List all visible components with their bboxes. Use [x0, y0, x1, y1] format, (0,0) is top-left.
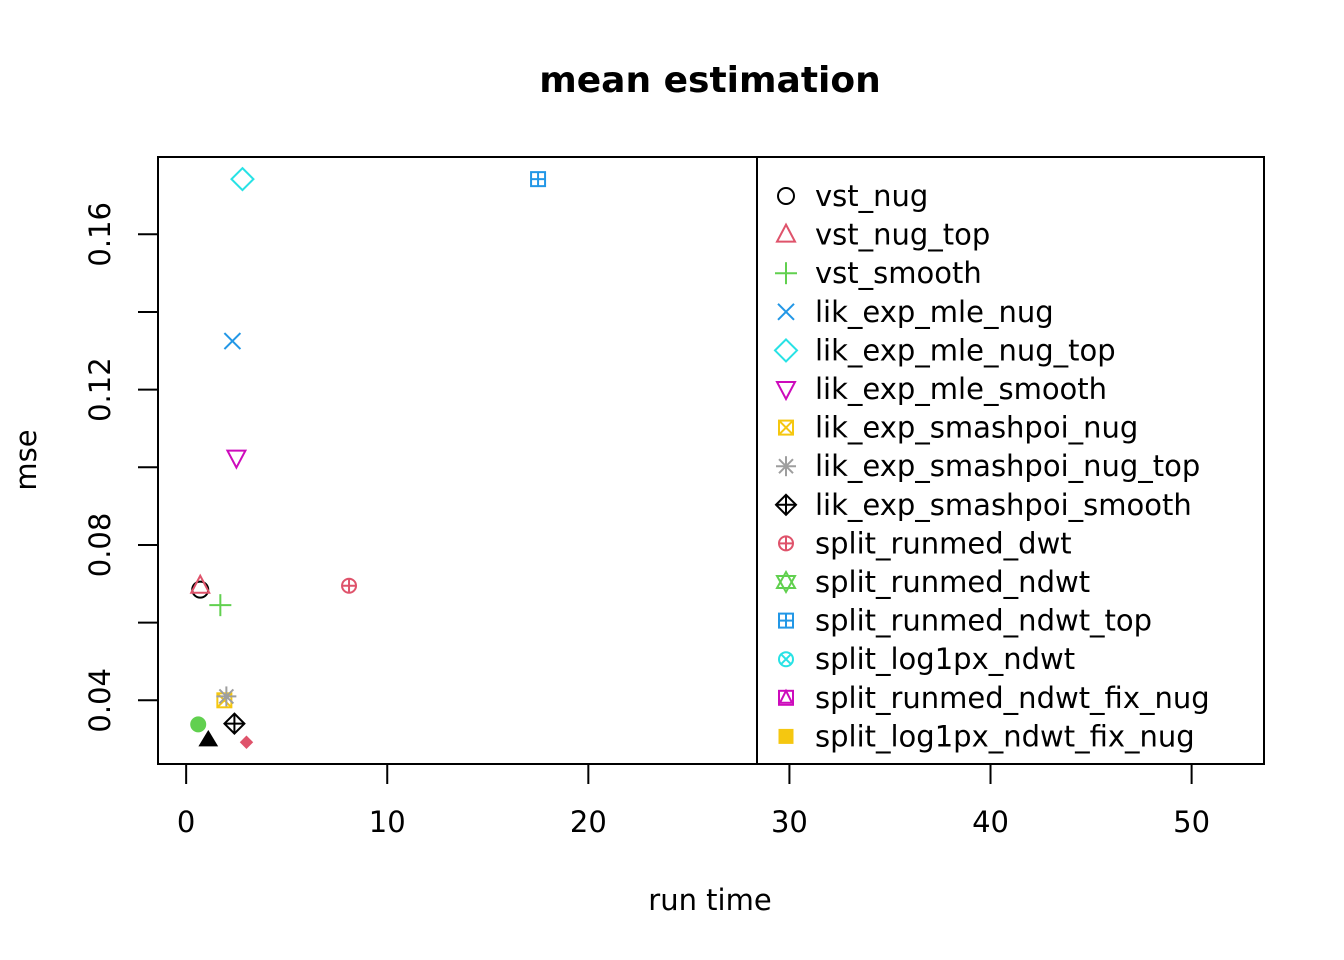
legend-label: split_log1px_ndwt	[815, 642, 1075, 676]
legend-marker	[777, 187, 795, 205]
legend-label: vst_nug_top	[815, 218, 990, 252]
legend-label: lik_exp_mle_smooth	[815, 372, 1107, 406]
legend-marker	[773, 337, 799, 363]
legend-marker	[778, 419, 794, 436]
legend-label: split_runmed_ndwt	[815, 565, 1090, 599]
legend-marker	[778, 688, 794, 706]
legend-item: split_runmed_ndwt	[775, 565, 1090, 599]
x-tick-label: 10	[369, 805, 406, 839]
data-point-lik-exp-smashpoi-nug-top	[216, 686, 237, 707]
legend-item: lik_exp_mle_smooth	[775, 372, 1107, 406]
data-point-lik-exp-mle-nug-top	[230, 166, 255, 192]
legend-marker	[778, 651, 794, 668]
x-tick-label: 20	[570, 805, 607, 839]
legend-marker	[774, 493, 798, 517]
legend-marker	[775, 569, 797, 595]
x-tick-label: 50	[1173, 805, 1210, 839]
legend-item: lik_exp_smashpoi_smooth	[774, 488, 1192, 522]
data-point-lik-exp-mle-nug	[223, 332, 242, 350]
legend-item: split_runmed_ndwt_top	[778, 604, 1152, 638]
legend-label: split_runmed_ndwt_top	[815, 604, 1152, 638]
x-tick-label: 40	[972, 805, 1009, 839]
legend-label: split_log1px_ndwt_fix_nug	[815, 719, 1195, 753]
y-tick-label: 0.04	[83, 668, 117, 733]
data-point-split-runmed-dwt	[341, 577, 358, 594]
legend-label: vst_smooth	[815, 256, 982, 290]
data-point	[198, 729, 219, 747]
legend-marker	[776, 456, 796, 477]
legend-label: lik_exp_mle_nug_top	[815, 333, 1116, 367]
data-point-lik-exp-smashpoi-smooth	[223, 712, 246, 736]
legend-item: lik_exp_mle_nug_top	[773, 333, 1116, 367]
data-point-vst-smooth	[209, 594, 232, 617]
legend-marker	[777, 303, 795, 321]
legend-item: vst_nug_top	[775, 218, 990, 252]
legend-marker	[775, 262, 797, 285]
data-point-split-runmed-ndwt-top	[530, 171, 547, 188]
legend-label: split_runmed_ndwt_fix_nug	[815, 681, 1210, 715]
y-axis-label: mse	[9, 429, 43, 490]
legend-label: lik_exp_mle_nug	[815, 295, 1054, 329]
legend-label: lik_exp_smashpoi_nug	[815, 411, 1138, 445]
legend-label: lik_exp_smashpoi_nug_top	[815, 449, 1200, 483]
legend-item: split_log1px_ndwt_fix_nug	[778, 719, 1195, 753]
legend-item: vst_smooth	[775, 256, 982, 290]
chart-title: mean estimation	[539, 60, 881, 101]
legend-marker	[775, 381, 797, 402]
data-points	[189, 166, 547, 749]
legend-item: vst_nug	[777, 179, 928, 213]
y-tick-label: 0.12	[83, 357, 117, 422]
legend-marker	[778, 612, 794, 629]
legend-item: lik_exp_smashpoi_nug	[778, 411, 1138, 445]
legend-item: lik_exp_mle_nug	[777, 295, 1054, 329]
data-point-vst-nug-top	[189, 573, 211, 594]
x-tick-label: 30	[771, 805, 808, 839]
y-tick-label: 0.08	[83, 513, 117, 578]
legend-marker	[778, 535, 794, 552]
legend-label: split_runmed_dwt	[815, 526, 1072, 560]
legend-marker	[775, 222, 797, 243]
data-point	[239, 735, 254, 749]
legend-item: lik_exp_smashpoi_nug_top	[776, 449, 1200, 483]
legend-label: vst_nug	[815, 179, 928, 213]
y-tick-label: 0.16	[83, 202, 117, 267]
data-point	[190, 716, 207, 733]
x-tick-label: 0	[177, 805, 195, 839]
legend-box	[756, 156, 1265, 765]
x-axis-label: run time	[648, 883, 771, 917]
legend-label: lik_exp_smashpoi_smooth	[815, 488, 1192, 522]
legend-item: split_log1px_ndwt	[778, 642, 1075, 676]
legend-item: split_runmed_ndwt_fix_nug	[778, 681, 1210, 715]
legend-marker	[778, 728, 794, 744]
legend: vst_nug vst_nug_top vst_smooth lik_exp_mle_…	[756, 156, 1265, 765]
data-point-lik-exp-mle-smooth	[225, 449, 248, 470]
legend-item: split_runmed_dwt	[778, 526, 1072, 560]
data-point-vst-nug	[191, 580, 210, 599]
